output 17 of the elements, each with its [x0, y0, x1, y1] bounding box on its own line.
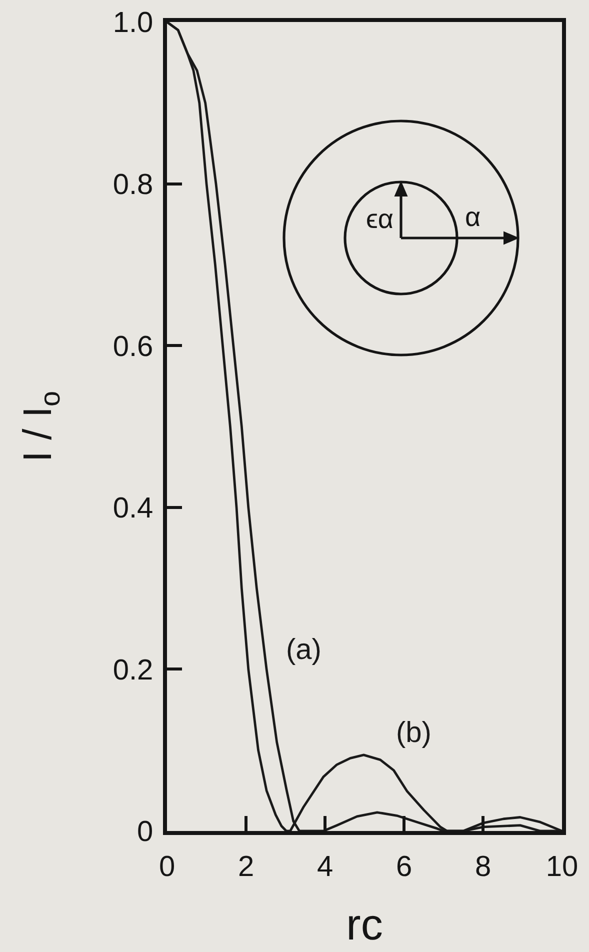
y-tick-label: 1.0 [112, 7, 154, 40]
y-tick-label: 0.6 [112, 330, 154, 363]
x-axis-title: rc [346, 900, 383, 950]
x-tick-label: 10 [546, 850, 578, 883]
x-tick-label: 0 [158, 850, 176, 883]
annotation: ϵα [366, 204, 394, 234]
y-tick-label: 0.2 [112, 654, 154, 686]
x-tick-label: 2 [238, 850, 254, 883]
series-label: (a) [286, 634, 322, 666]
x-tick-label: 6 [396, 850, 412, 883]
annotation: α [465, 202, 481, 232]
y-tick-label: 0.8 [112, 168, 154, 201]
series-label: (b) [396, 717, 432, 749]
y-tick-label: 0 [137, 816, 154, 848]
x-tick-label: 4 [316, 850, 334, 883]
x-tick-label: 8 [474, 850, 492, 883]
y-tick-label: 0.4 [112, 492, 154, 525]
